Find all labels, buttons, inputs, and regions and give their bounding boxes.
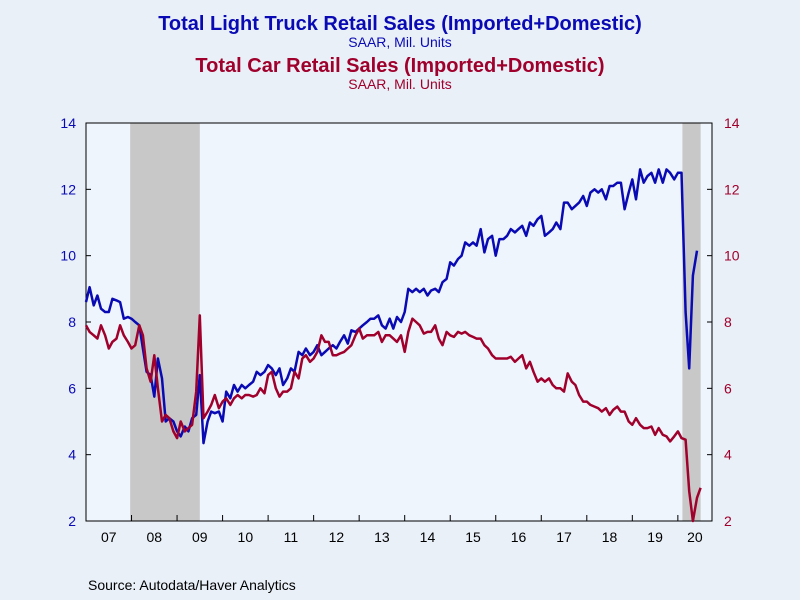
x-tick-label: 15 [465,529,481,545]
x-tick-label: 13 [374,529,390,545]
car-series-line [84,314,702,523]
truck-series-title: Total Light Truck Retail Sales (Imported… [158,13,642,35]
x-tick-label: 18 [602,529,618,545]
chart-titles: Total Light Truck Retail Sales (Imported… [0,14,800,92]
recession-band [130,123,200,521]
y-tick-label-left: 10 [60,248,76,264]
x-tick-label: 09 [192,529,208,545]
y-tick-label-right: 12 [724,181,740,197]
car-series-title: Total Car Retail Sales (Imported+Domesti… [195,55,605,77]
y-tick-label-left: 6 [68,380,76,396]
x-tick-label: 12 [329,529,345,545]
y-tick-label-right: 8 [724,314,732,330]
x-tick-label: 17 [556,529,572,545]
y-tick-label-right: 10 [724,248,740,264]
x-tick-label: 19 [647,529,663,545]
truck-series-line [84,168,699,445]
x-tick-label: 20 [687,529,703,545]
x-tick-label: 07 [101,529,117,545]
x-tick-label: 16 [511,529,527,545]
x-tick-label: 14 [420,529,436,545]
y-tick-label-left: 2 [68,513,76,529]
y-tick-label-right: 14 [724,115,740,131]
y-tick-label-right: 4 [724,447,732,463]
x-tick-label: 10 [238,529,254,545]
y-tick-label-right: 2 [724,513,732,529]
source-note: Source: Autodata/Haver Analytics [88,577,296,593]
x-tick-label: 08 [147,529,163,545]
y-tick-label-right: 6 [724,380,732,396]
truck-series-subtitle: SAAR, Mil. Units [348,34,452,50]
y-tick-label-left: 12 [60,181,76,197]
x-tick-label: 11 [284,529,299,545]
y-tick-label-left: 8 [68,314,76,330]
car-series-subtitle: SAAR, Mil. Units [348,76,452,92]
y-tick-label-left: 4 [68,447,76,463]
y-tick-label-left: 14 [60,115,76,131]
